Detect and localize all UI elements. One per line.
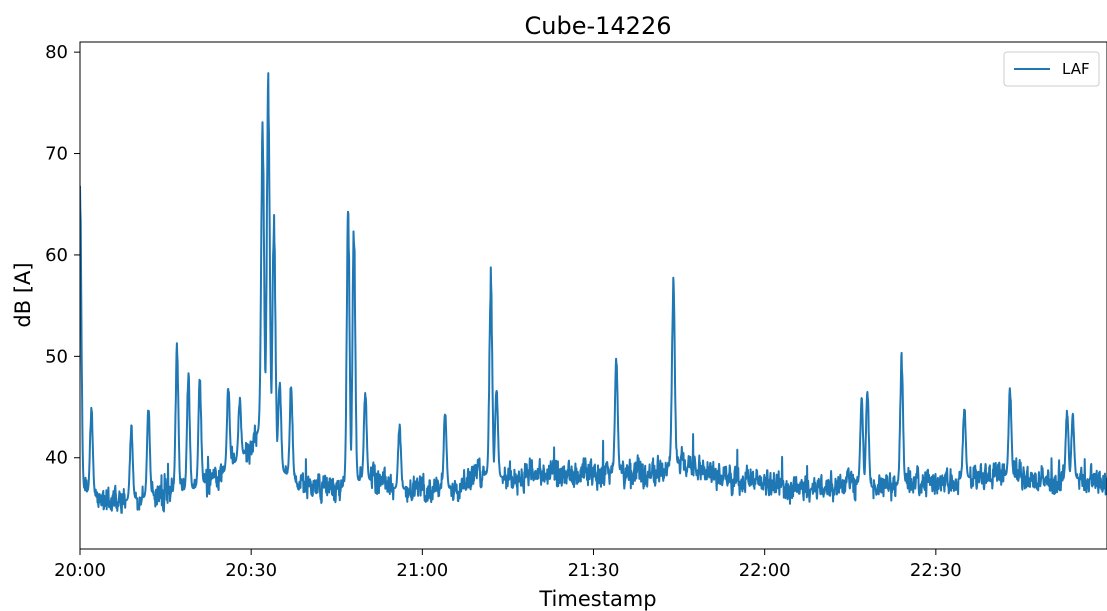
legend-label-laf: LAF: [1062, 60, 1090, 78]
y-tick-label: 70: [45, 144, 68, 165]
x-axis-label: Timestamp: [538, 587, 656, 611]
y-tick-label: 50: [45, 346, 68, 367]
y-tick-label: 60: [45, 245, 68, 266]
x-tick-label: 20:30: [225, 560, 277, 581]
y-tick-label: 80: [45, 42, 68, 63]
x-tick-label: 20:00: [54, 560, 106, 581]
y-tick-label: 40: [45, 448, 68, 469]
series-line-laf: [80, 72, 1107, 514]
x-axis: 20:00 20:30 21:00 21:30 22:00 22:30: [54, 549, 962, 581]
chart-title: Cube-14226: [525, 12, 672, 40]
x-tick-label: 21:00: [396, 560, 448, 581]
x-tick-label: 21:30: [568, 560, 620, 581]
x-tick-label: 22:30: [910, 560, 962, 581]
legend: LAF: [1003, 51, 1100, 87]
y-axis: 40 50 60 70 80: [45, 42, 80, 469]
x-tick-label: 22:00: [739, 560, 791, 581]
y-axis-label: dB [A]: [11, 262, 35, 327]
legend-box: [1003, 51, 1100, 87]
